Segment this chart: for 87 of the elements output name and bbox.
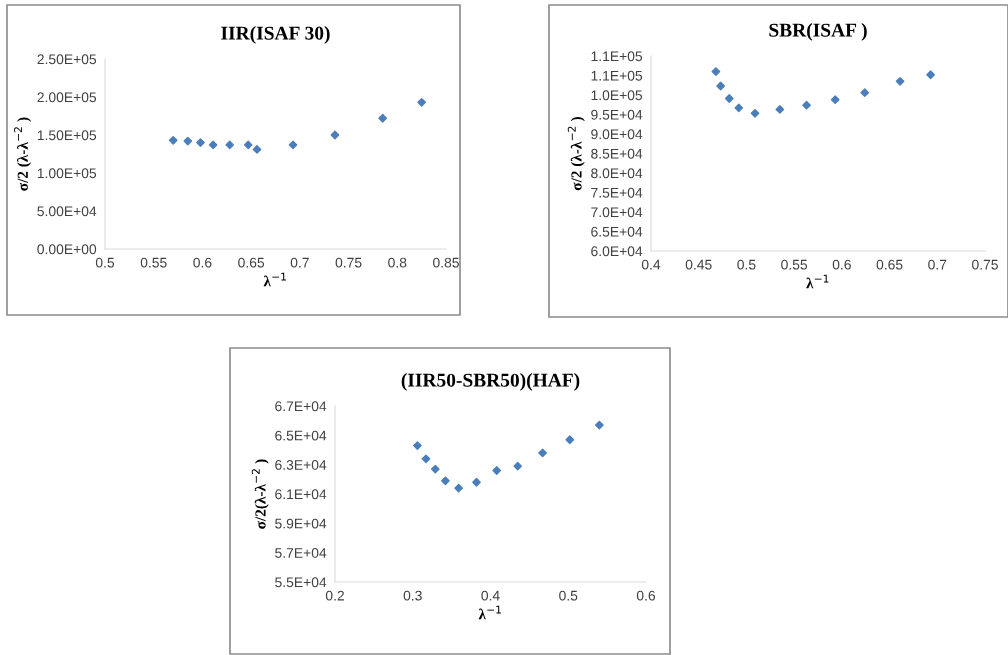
point xyxy=(252,145,262,154)
point xyxy=(513,461,523,471)
y-axis-title: σ/2(λ-λ$^{−2}$ ) xyxy=(251,459,269,529)
point xyxy=(168,135,178,145)
point xyxy=(208,140,218,150)
chart-title: IIR(ISAF 30) xyxy=(221,26,330,44)
y-tick-label: 7.5E+04 xyxy=(591,187,643,198)
x-axis-title: λ$^{−1}$ xyxy=(478,605,501,620)
x-tick-label: 0.5 xyxy=(95,257,115,268)
x-tick-label: 0.3 xyxy=(403,590,422,601)
x-axis-title: λ$^{−1}$ xyxy=(806,274,829,289)
y-tick-label: 6.0E+04 xyxy=(591,246,643,257)
point xyxy=(417,97,427,107)
point xyxy=(421,454,431,464)
point xyxy=(830,95,840,105)
y-tick-label: 5.9E+04 xyxy=(275,518,327,529)
y-tick-label: 6.1E+04 xyxy=(275,489,327,500)
y-tick-label: 2.50E+05 xyxy=(37,54,97,65)
point xyxy=(472,477,481,487)
point xyxy=(288,140,298,150)
y-tick-label: 9.0E+04 xyxy=(591,129,643,140)
point xyxy=(225,140,235,150)
x-tick-label: 0.8 xyxy=(388,257,407,268)
y-tick-label: 6.7E+04 xyxy=(275,401,327,412)
x-tick-label: 0.6 xyxy=(636,590,656,601)
x-tick-label: 0.75 xyxy=(335,257,362,268)
point xyxy=(441,476,450,486)
y-tick-label: 9.5E+04 xyxy=(591,109,643,120)
point xyxy=(565,435,575,445)
point xyxy=(196,138,205,147)
point xyxy=(183,136,193,146)
x-tick-label: 0.4 xyxy=(641,259,661,270)
point xyxy=(492,466,502,475)
y-tick-label: 1.00E+05 xyxy=(37,168,97,179)
point xyxy=(716,81,726,91)
y-tick-label: 6.5E+04 xyxy=(591,226,643,237)
y-tick-label: 7.0E+04 xyxy=(591,207,643,218)
y-tick-label: 1.1E+05 xyxy=(591,70,643,81)
y-tick-label: 1.0E+05 xyxy=(591,90,643,101)
x-tick-label: 0.2 xyxy=(325,590,344,601)
x-tick-label: 0.5 xyxy=(737,259,756,270)
point xyxy=(413,441,422,450)
x-tick-label: 0.45 xyxy=(685,259,712,270)
y-tick-label: 1.1E+05 xyxy=(591,51,643,62)
y-tick-label: 6.3E+04 xyxy=(275,460,327,470)
point xyxy=(775,105,785,114)
point xyxy=(330,130,340,140)
y-tick-label: 8.5E+04 xyxy=(591,148,643,159)
point xyxy=(734,103,744,113)
x-tick-label: 0.65 xyxy=(876,259,903,270)
point xyxy=(724,94,734,103)
chart-title: (IIR50-SBR50)(HAF) xyxy=(401,373,580,391)
point xyxy=(711,67,721,76)
y-tick-label: 5.00E+04 xyxy=(37,206,97,217)
point xyxy=(243,140,253,150)
y-axis-title: σ/2 (λ-λ$^{−2}$ ) xyxy=(13,117,32,191)
x-axis-title: λ$^{−1}$ xyxy=(263,272,286,287)
y-tick-label: 6.5E+04 xyxy=(275,430,327,441)
x-tick-label: 0.75 xyxy=(972,259,998,270)
chart-title: SBR(ISAF ) xyxy=(769,23,867,41)
x-tick-label: 0.7 xyxy=(290,257,309,268)
y-tick-label: 1.50E+05 xyxy=(37,130,97,141)
y-tick-label: 2.00E+05 xyxy=(37,92,97,103)
point xyxy=(454,483,463,493)
x-tick-label: 0.85 xyxy=(433,257,459,268)
y-tick-label: 5.5E+04 xyxy=(275,577,327,588)
point xyxy=(594,420,604,430)
point xyxy=(895,76,905,86)
x-tick-label: 0.6 xyxy=(193,257,212,268)
x-tick-label: 0.5 xyxy=(559,590,578,601)
x-tick-label: 0.6 xyxy=(832,259,851,270)
y-tick-label: 8.0E+04 xyxy=(591,168,643,179)
y-tick-label: 5.7E+04 xyxy=(275,548,327,558)
point xyxy=(538,448,547,458)
x-tick-label: 0.65 xyxy=(238,257,265,268)
x-tick-label: 0.55 xyxy=(140,257,167,268)
point xyxy=(430,464,440,474)
y-tick-label: 0.00E+00 xyxy=(37,244,97,255)
point xyxy=(860,88,870,98)
x-tick-label: 0.7 xyxy=(928,259,947,270)
point xyxy=(378,113,388,123)
x-tick-label: 0.55 xyxy=(781,259,808,270)
point xyxy=(750,108,760,118)
point xyxy=(926,70,935,80)
x-tick-label: 0.4 xyxy=(481,590,500,601)
point xyxy=(802,100,811,110)
y-axis-title: σ/2 (λ-λ$^{−2}$ ) xyxy=(567,117,585,191)
